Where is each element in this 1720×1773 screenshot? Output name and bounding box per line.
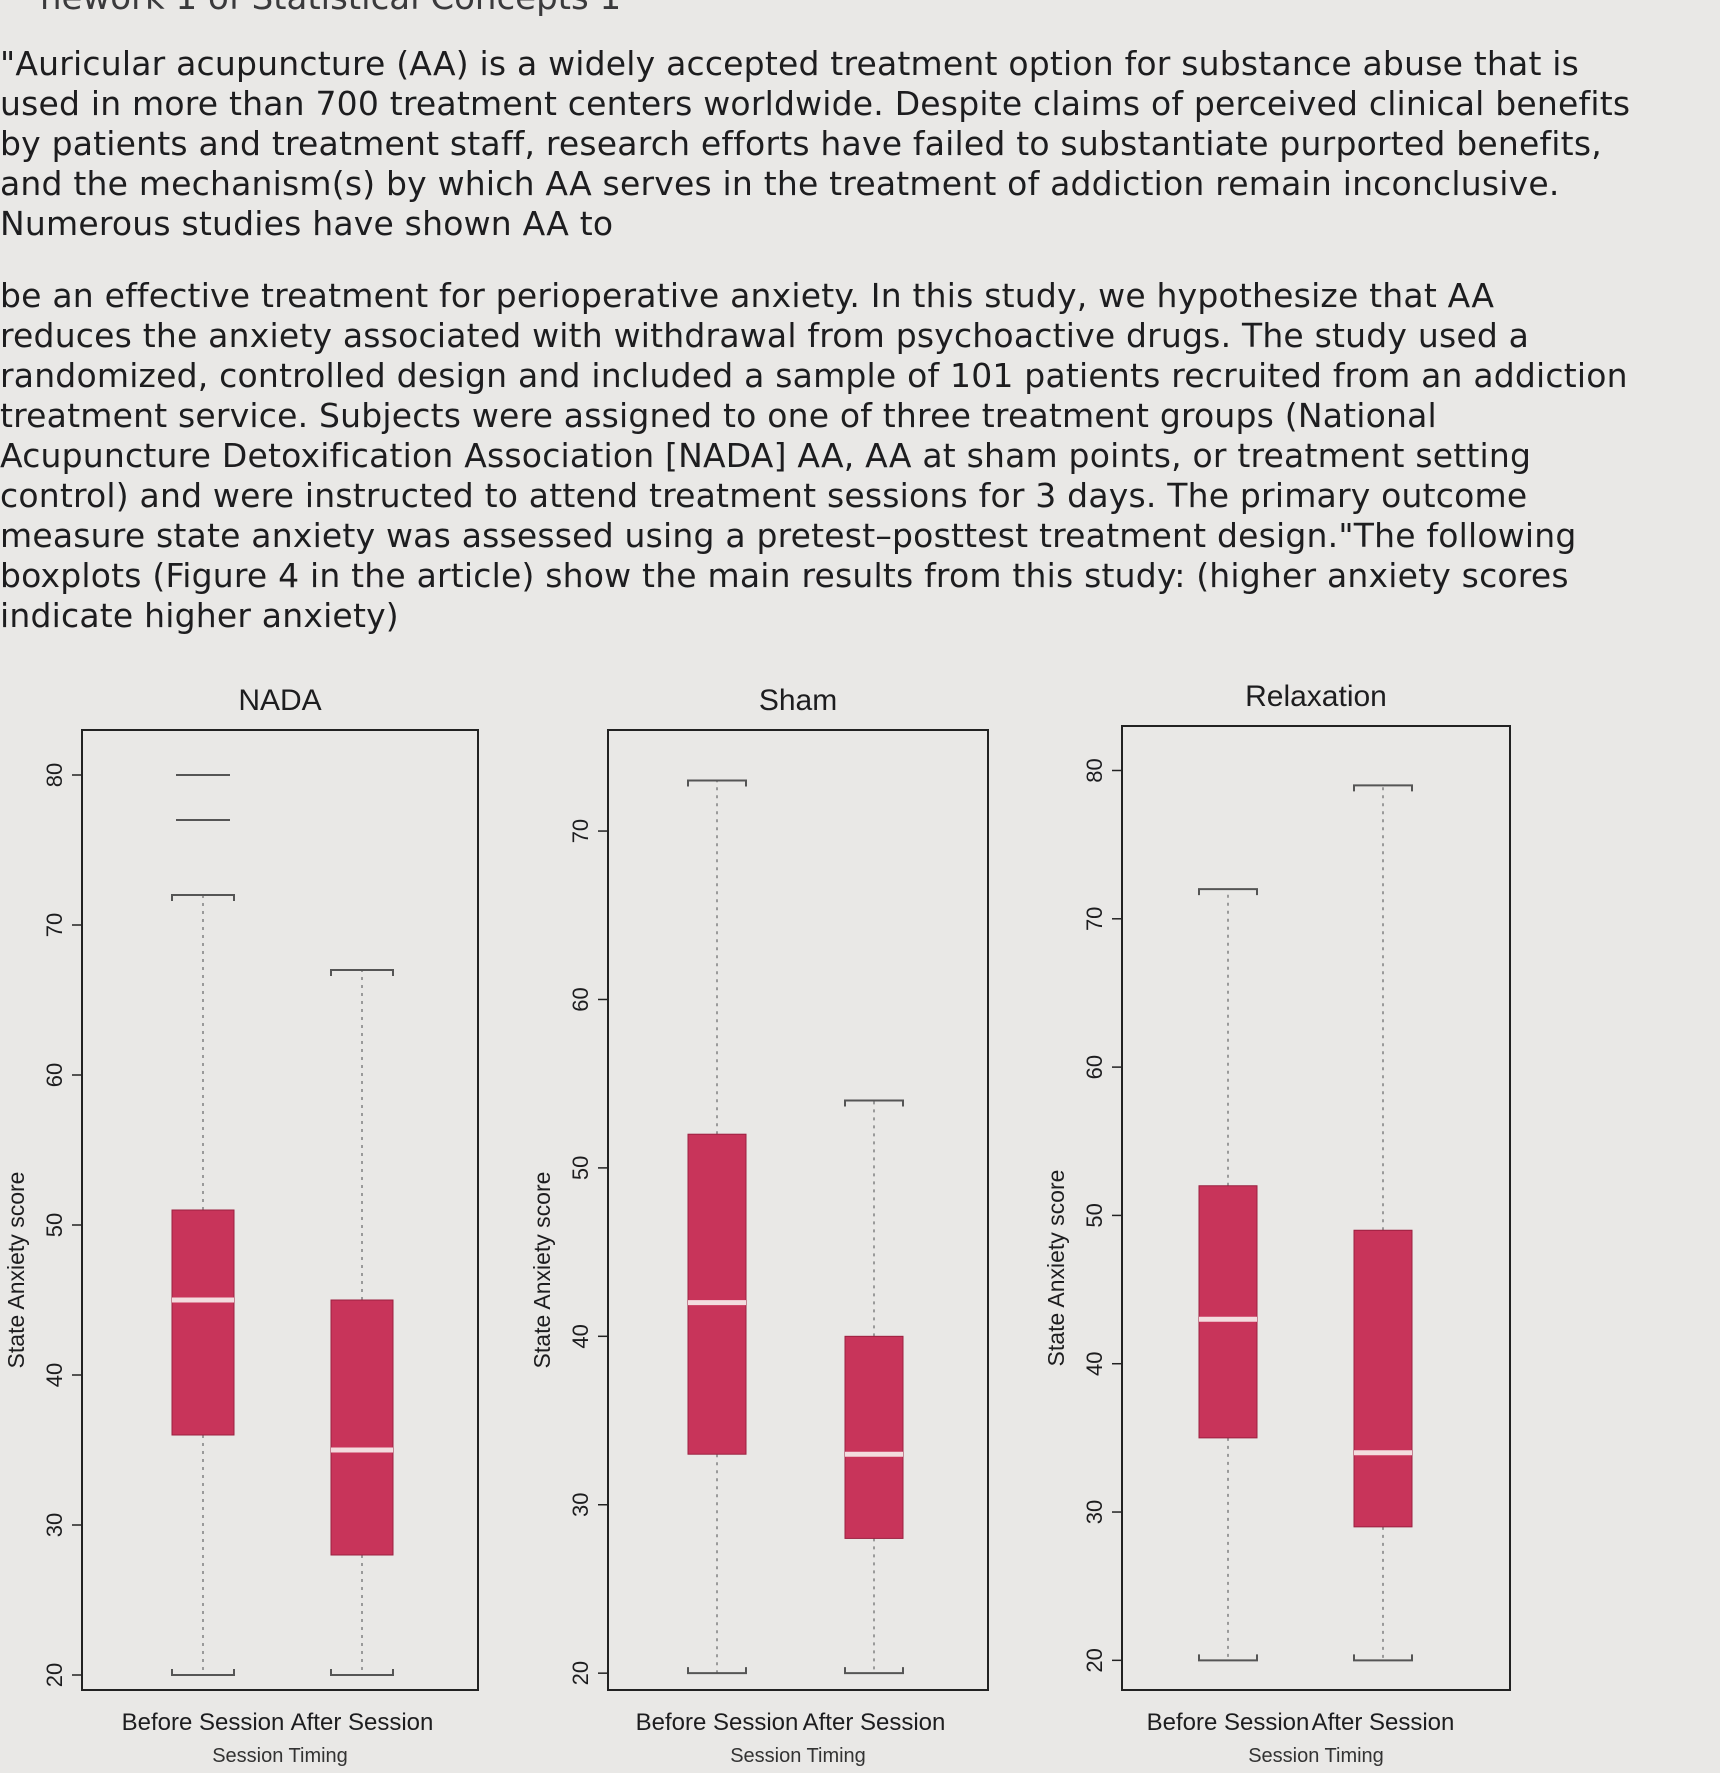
category-label: Before Session: [636, 1709, 799, 1736]
box-iqr: [171, 1209, 235, 1436]
whisker-cap-min: [171, 1669, 235, 1676]
y-tick-label: 40: [1082, 1351, 1107, 1375]
y-tick-label: 20: [568, 1661, 593, 1685]
category-label: After Session: [291, 1709, 434, 1736]
y-axis-title: State Anxiety score: [529, 1172, 555, 1369]
whisker-cap-max: [330, 969, 394, 976]
category-label: Before Session: [122, 1709, 285, 1736]
y-tick-label: 60: [1082, 1055, 1107, 1079]
paragraph-line: Numerous studies have shown AA to: [0, 204, 614, 243]
whisker-cap-max: [1198, 888, 1258, 896]
box-iqr: [687, 1133, 747, 1455]
whisker-cap-min: [687, 1667, 747, 1675]
paragraph-line: "Auricular acupuncture (AA) is a widely …: [0, 44, 1580, 83]
whisker-cap-max: [1353, 784, 1413, 792]
y-tick-label: 50: [568, 1156, 593, 1180]
whisker-cap-max: [171, 894, 235, 901]
y-tick-label: 60: [42, 1063, 67, 1087]
paragraph-line: by patients and treatment staff, researc…: [0, 124, 1602, 163]
y-tick-label: 70: [1082, 907, 1107, 931]
box-iqr: [1353, 1229, 1413, 1528]
whisker-cap-min: [330, 1669, 394, 1676]
plot-frame: [81, 729, 479, 1691]
x-axis-title: Session Timing: [212, 1745, 348, 1767]
whisker-cap-max: [844, 1099, 904, 1107]
paragraph-line: Acupuncture Detoxification Association […: [0, 436, 1532, 475]
panel-title: Relaxation: [1245, 680, 1387, 713]
y-tick-label: 80: [42, 763, 67, 787]
whisker-cap-min: [1353, 1654, 1413, 1662]
y-tick-label: 30: [1082, 1500, 1107, 1524]
box-iqr: [844, 1335, 904, 1539]
paragraph-line: measure state anxiety was assessed using…: [0, 516, 1577, 555]
paragraph-line: control) and were instructed to attend t…: [0, 476, 1528, 515]
y-tick-label: 30: [568, 1492, 593, 1516]
plot-frame: [1121, 725, 1511, 1691]
intro-paragraph: "Auricular acupuncture (AA) is a widely …: [0, 44, 1720, 244]
panel-title: NADA: [238, 684, 321, 717]
category-label: Before Session: [1147, 1709, 1310, 1736]
study-paragraph: be an effective treatment for perioperat…: [0, 276, 1720, 636]
y-tick-label: 40: [42, 1363, 67, 1387]
y-tick-label: 20: [1082, 1648, 1107, 1672]
category-label: After Session: [803, 1709, 946, 1736]
box-iqr: [330, 1299, 394, 1556]
y-tick-label: 70: [568, 819, 593, 843]
y-tick-label: 80: [1082, 758, 1107, 782]
x-axis-title: Session Timing: [730, 1745, 866, 1767]
page-header-fragment: nework 1 of Statistical Concepts 1: [40, 0, 940, 18]
panel-title: Sham: [759, 684, 837, 717]
whisker-cap-min: [844, 1667, 904, 1675]
paragraph-line: treatment service. Subjects were assigne…: [0, 396, 1437, 435]
paragraph-line: indicate higher anxiety): [0, 596, 399, 635]
y-tick-label: 60: [568, 987, 593, 1011]
y-tick-label: 70: [42, 913, 67, 937]
whisker-cap-max: [687, 779, 747, 787]
paragraph-line: used in more than 700 treatment centers …: [0, 84, 1631, 123]
paragraph-line: be an effective treatment for perioperat…: [0, 276, 1495, 315]
x-axis-title: Session Timing: [1248, 1745, 1384, 1767]
y-tick-label: 30: [42, 1513, 67, 1537]
paragraph-line: and the mechanism(s) by which AA serves …: [0, 164, 1560, 203]
whisker-cap-min: [1198, 1654, 1258, 1662]
plot-frame: [607, 729, 989, 1691]
y-axis-title: State Anxiety score: [1043, 1170, 1069, 1367]
paragraph-line: boxplots (Figure 4 in the article) show …: [0, 556, 1569, 595]
category-label: After Session: [1312, 1709, 1455, 1736]
boxplot-figure: NADA 20 30 40 50 60 70 80 State Anxiety score Bef…: [3, 680, 1511, 1767]
y-tick-label: 40: [568, 1324, 593, 1348]
y-axis-title: State Anxiety score: [3, 1172, 29, 1369]
box-iqr: [1198, 1185, 1258, 1439]
y-tick-label: 50: [1082, 1203, 1107, 1227]
paragraph-line: randomized, controlled design and includ…: [0, 356, 1628, 395]
y-tick-label: 20: [42, 1663, 67, 1687]
paragraph-line: reduces the anxiety associated with with…: [0, 316, 1530, 355]
y-tick-label: 50: [42, 1213, 67, 1237]
